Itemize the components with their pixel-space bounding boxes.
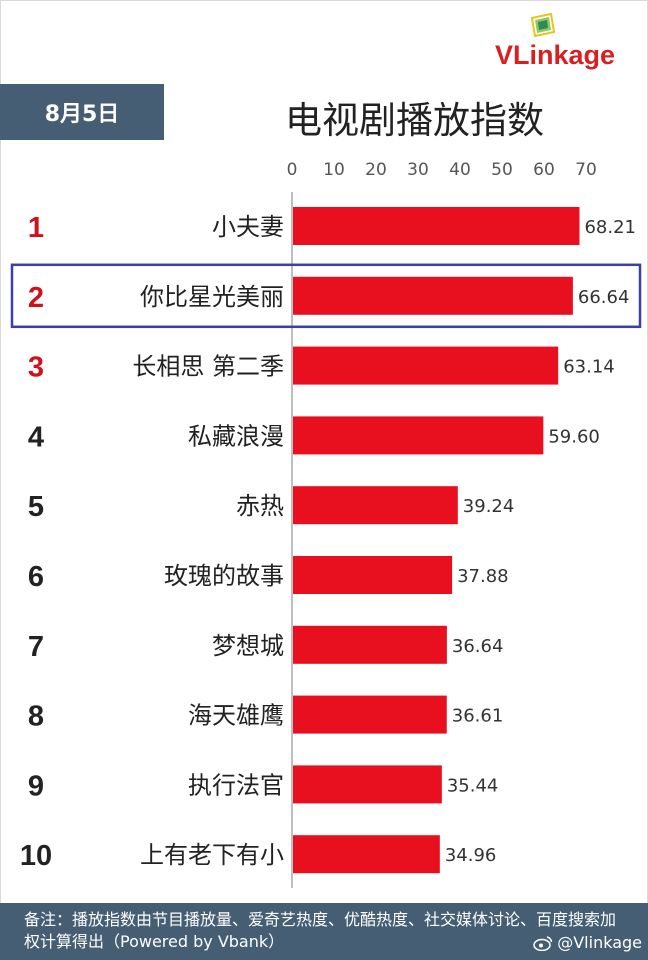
bar: [293, 416, 544, 455]
rank-number: 4: [28, 421, 44, 453]
x-tick-label: 50: [491, 160, 513, 180]
rank-number: 2: [28, 282, 44, 314]
x-tick-label: 10: [323, 160, 345, 180]
category-label: 长相思 第二季: [132, 353, 284, 381]
rank-number: 3: [28, 352, 44, 384]
brand-logo: VLinkage: [495, 12, 645, 72]
footer-note: 备注：播放指数由节目播放量、爱奇艺热度、优酷热度、社交媒体讨论、百度搜索加权计算…: [24, 910, 617, 951]
rank-number: 5: [28, 491, 44, 523]
bar: [293, 276, 573, 315]
value-label: 39.24: [463, 496, 515, 517]
x-tick-label: 30: [407, 160, 429, 180]
value-label: 63.14: [563, 357, 615, 378]
value-label: 66.64: [578, 287, 630, 308]
rank-number: 6: [28, 561, 44, 593]
x-tick-label: 40: [449, 160, 471, 180]
value-label: 34.96: [445, 845, 497, 866]
value-label: 68.21: [584, 217, 636, 238]
category-label: 小夫妻: [212, 213, 284, 241]
category-label: 梦想城: [212, 632, 284, 660]
bar: [293, 625, 447, 664]
highlight-box: [10, 263, 642, 329]
rank-number: 10: [20, 840, 52, 872]
category-label: 赤热: [236, 492, 284, 520]
value-label: 59.60: [548, 426, 600, 447]
category-label: 执行法官: [188, 771, 284, 799]
x-tick-label: 0: [287, 160, 298, 180]
bar: [293, 346, 559, 385]
category-label: 私藏浪漫: [188, 422, 284, 450]
bar: [293, 486, 458, 525]
logo-box-icon: [530, 12, 556, 38]
date-badge: 8月5日: [0, 84, 164, 140]
category-label: 你比星光美丽: [140, 283, 284, 311]
category-label: 上有老下有小: [140, 841, 284, 869]
chart-title: 电视剧播放指数: [285, 99, 544, 142]
bar-chart: 0 10 20 30 40 50 60 70 1 小夫妻 68.21 2 你比星光美丽 66.64 3 长相思…: [10, 160, 642, 888]
x-tick-label: 70: [575, 160, 597, 180]
rank-number: 7: [28, 631, 44, 663]
bar: [293, 765, 442, 804]
bar: [293, 207, 580, 245]
footer: 备注：播放指数由节目播放量、爱奇艺热度、优酷热度、社交媒体讨论、百度搜索加权计算…: [0, 903, 648, 960]
value-label: 36.64: [452, 636, 504, 657]
weibo-icon: [533, 935, 553, 951]
rank-number: 8: [28, 701, 44, 733]
category-label: 玫瑰的故事: [164, 562, 284, 590]
weibo-credit: @Vlinkage: [533, 933, 642, 952]
value-label: 36.61: [452, 706, 504, 727]
x-tick-label: 20: [365, 160, 387, 180]
rank-number: 1: [28, 212, 44, 244]
brand-name: VLinkage: [495, 40, 616, 70]
category-label: 海天雄鹰: [188, 702, 284, 730]
bar: [293, 695, 447, 734]
value-label: 37.88: [457, 566, 509, 587]
bar: [293, 556, 453, 594]
rank-number: 9: [28, 770, 44, 802]
bar: [293, 835, 440, 874]
x-tick-label: 60: [533, 160, 555, 180]
weibo-handle: @Vlinkage: [557, 933, 642, 952]
value-label: 35.44: [447, 775, 499, 796]
